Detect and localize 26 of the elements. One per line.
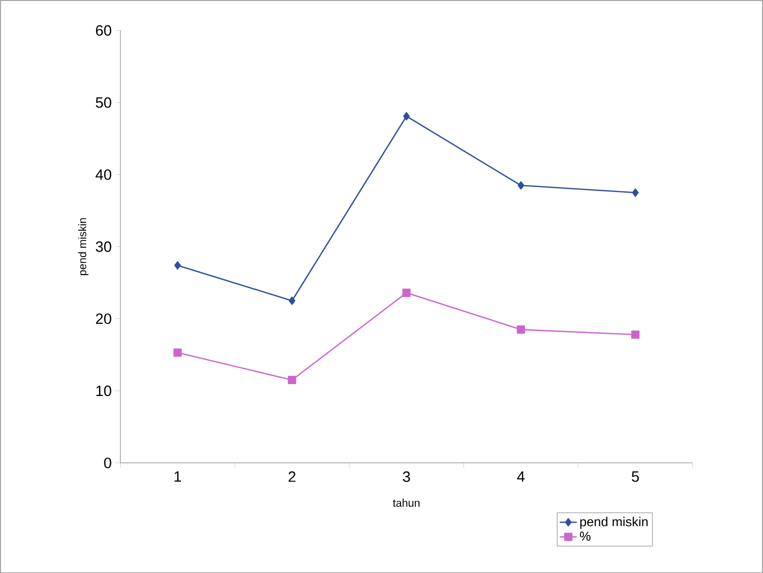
point <box>403 112 410 120</box>
point <box>516 325 526 334</box>
legend-label: pend miskin <box>580 516 648 529</box>
y-tick-label: 60 <box>96 25 112 36</box>
x-tick-label: 2 <box>288 471 296 482</box>
y-tick-label: 20 <box>96 313 112 324</box>
x-tick-label: 4 <box>517 471 525 482</box>
point <box>174 261 181 270</box>
point <box>631 330 640 339</box>
x-tick-label: 1 <box>174 471 181 482</box>
point <box>173 348 182 357</box>
y-tick-label: 30 <box>96 241 112 252</box>
y-tick-label: 0 <box>104 457 112 468</box>
y-tick-label: 10 <box>96 385 112 396</box>
legend-label: % <box>580 532 590 541</box>
x-tick-label: 5 <box>632 471 639 482</box>
y-tick-label: 40 <box>96 169 112 180</box>
point <box>288 296 296 305</box>
x-axis-title: tahun <box>392 498 420 507</box>
point <box>402 288 411 297</box>
y-tick-label: 50 <box>96 97 112 108</box>
x-tick-label: 3 <box>402 471 410 482</box>
point <box>288 376 296 384</box>
y-axis-title: pend miskin <box>78 218 88 276</box>
point <box>632 188 639 197</box>
point <box>518 181 524 190</box>
